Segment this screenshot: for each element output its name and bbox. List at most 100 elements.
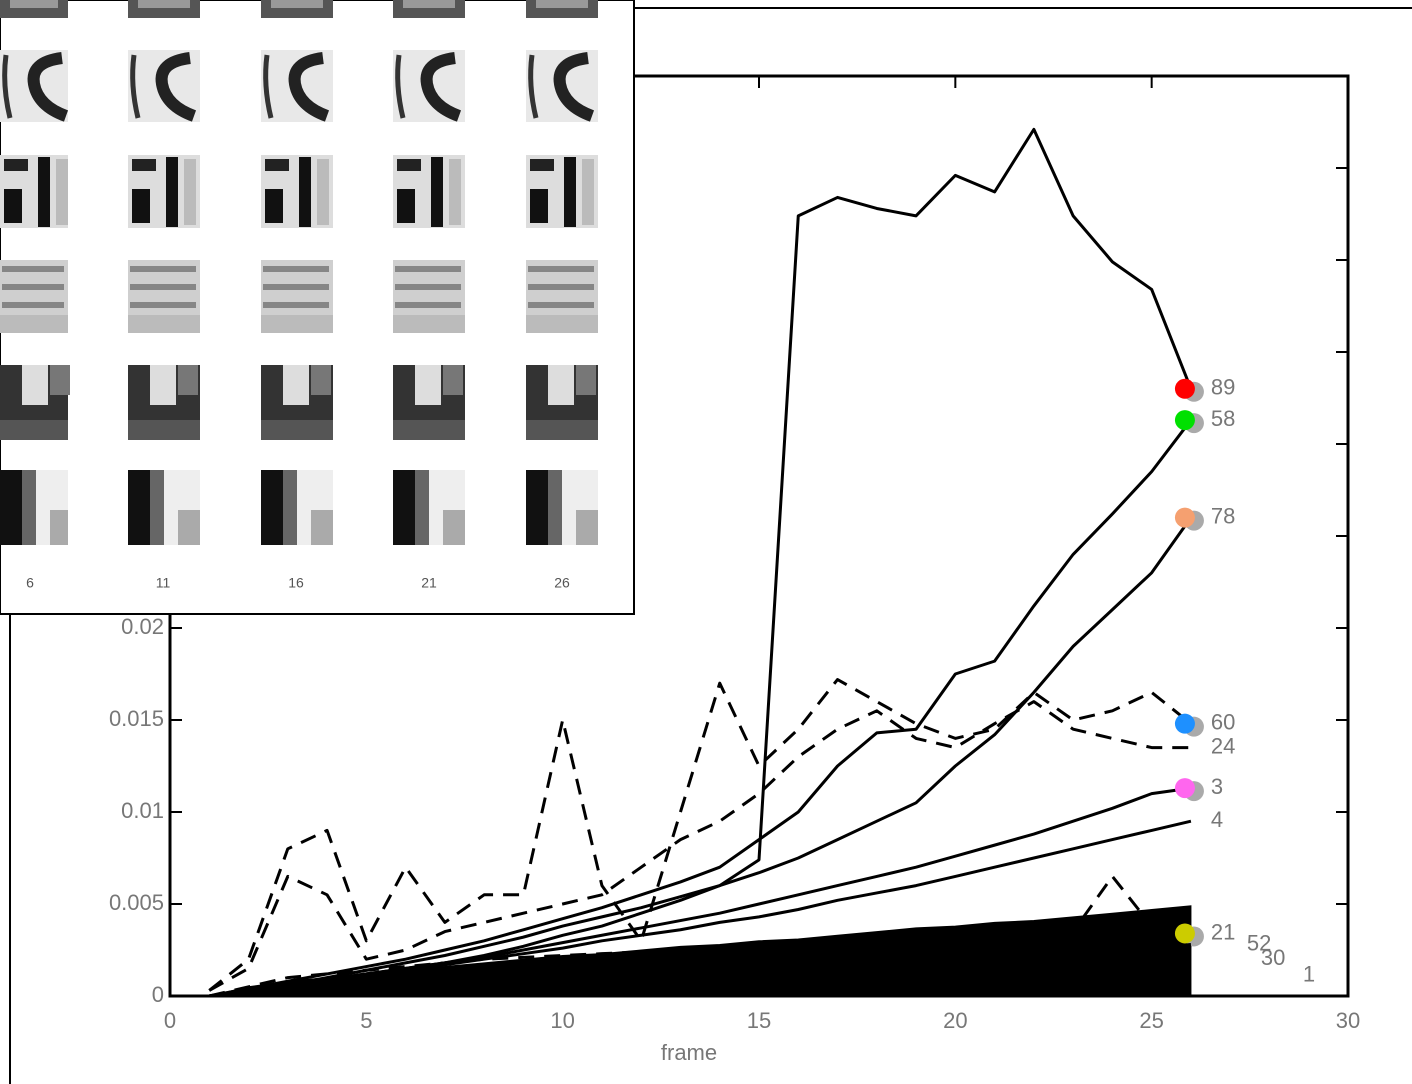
patch-part: [317, 159, 329, 225]
patch-part: [283, 365, 309, 405]
image-patch: [128, 155, 200, 228]
image-patch: [0, 260, 68, 333]
frame-label: 21: [421, 575, 437, 591]
image-patch: [128, 260, 200, 333]
patch-part: [150, 470, 164, 545]
patch-part: [403, 0, 455, 8]
image-patch: [393, 0, 465, 18]
x-tick-label: 25: [1139, 1008, 1163, 1033]
patch-part: [397, 159, 421, 171]
patch-part: [178, 365, 198, 395]
patch-part: [2, 266, 64, 272]
patch-part: [582, 159, 594, 225]
image-patch: [0, 50, 69, 122]
image-patch: [526, 50, 598, 122]
patch-part: [395, 284, 461, 290]
patch-part: [420, 52, 462, 122]
image-patch: [261, 50, 333, 122]
image-patch: [526, 0, 598, 18]
patch-part: [263, 54, 274, 119]
series-label: 4: [1211, 807, 1223, 832]
patch-part: [261, 420, 333, 440]
end-marker: [1174, 378, 1195, 399]
patch-part: [393, 470, 415, 545]
patch-part: [261, 470, 283, 545]
patch-part: [443, 510, 465, 545]
patch-part: [50, 365, 70, 395]
patch-part: [415, 470, 429, 545]
inset: 6 11 16 21 26: [0, 0, 635, 615]
image-patch: [526, 365, 598, 440]
series-label: 58: [1211, 406, 1235, 431]
patch-part: [263, 266, 329, 272]
y-tick-label: 0.02: [121, 614, 164, 639]
patch-part: [0, 420, 68, 440]
patch-part: [576, 365, 596, 395]
patch-part: [395, 302, 461, 308]
series-label: 89: [1211, 375, 1235, 400]
y-tick-label: 0.015: [109, 706, 164, 731]
patch-part: [528, 266, 594, 272]
patch-part: [130, 54, 141, 119]
frame-label: 6: [26, 575, 34, 591]
patch-part: [283, 470, 297, 545]
patch-part: [184, 159, 196, 225]
image-patch: [128, 0, 200, 18]
frame-label: 11: [156, 575, 171, 591]
image-patch: [0, 365, 70, 440]
series-label: 78: [1211, 503, 1235, 528]
x-tick-label: 10: [550, 1008, 574, 1033]
patch-part: [265, 189, 283, 223]
image-patch: [393, 260, 465, 333]
x-axis-label: frame: [661, 1040, 717, 1065]
image-patch: [0, 0, 68, 18]
image-patch: [393, 155, 465, 228]
end-marker: [1174, 713, 1195, 734]
patch-part: [299, 157, 311, 227]
patch-part: [397, 189, 415, 223]
line: [208, 678, 1192, 992]
patch-part: [138, 0, 190, 8]
patch-part: [528, 54, 539, 119]
patch-part: [4, 189, 22, 223]
series-label: 30: [1261, 945, 1285, 970]
patch-part: [178, 510, 200, 545]
end-marker: [1174, 507, 1195, 528]
patch-part: [564, 157, 576, 227]
line: [208, 700, 1191, 992]
series-label: 21: [1211, 919, 1235, 944]
patch-part: [261, 315, 333, 333]
patch-part: [263, 284, 329, 290]
patch-part: [56, 159, 68, 225]
patch-part: [50, 510, 68, 545]
patch-part: [526, 470, 548, 545]
patch-part: [130, 284, 196, 290]
image-patch: [393, 50, 465, 122]
patch-part: [536, 0, 588, 8]
image-patch: [261, 155, 333, 228]
image-patch: [526, 260, 598, 333]
image-patch: [261, 0, 333, 18]
patch-part: [553, 52, 595, 122]
patch-part: [431, 157, 443, 227]
frame-label: 26: [554, 575, 570, 591]
y-tick-label: 0.005: [109, 890, 164, 915]
patch-part: [27, 52, 69, 122]
x-tick-label: 15: [747, 1008, 771, 1033]
patch-part: [130, 266, 196, 272]
patch-part: [128, 315, 200, 333]
patch-part: [2, 284, 64, 290]
series-label: 52: [1247, 930, 1271, 955]
patch-part: [271, 0, 323, 8]
series-label: 24: [1211, 733, 1235, 758]
patch-part: [526, 420, 598, 440]
patch-part: [22, 470, 36, 545]
patch-part: [548, 470, 562, 545]
image-patch: [526, 470, 598, 545]
patch-part: [288, 52, 330, 122]
patch-part: [2, 302, 64, 308]
patch-part: [311, 510, 333, 545]
